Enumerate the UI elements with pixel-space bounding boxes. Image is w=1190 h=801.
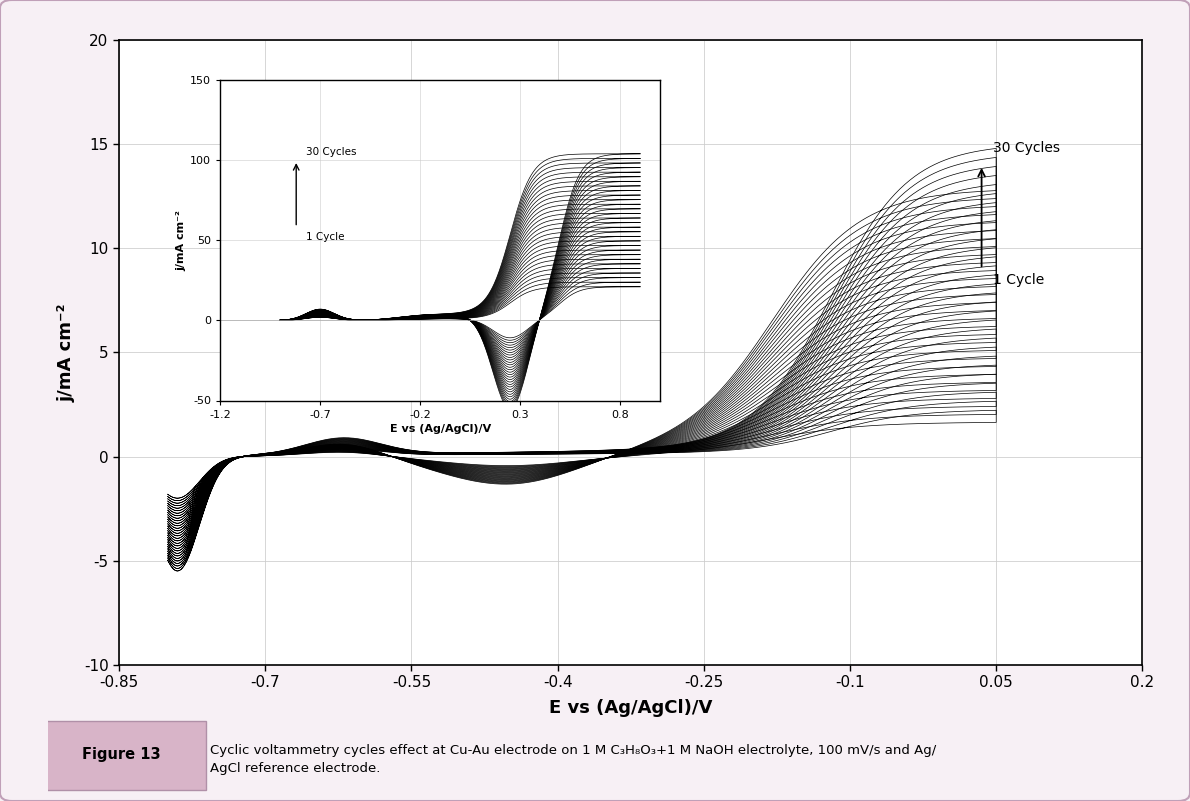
Text: 1 Cycle: 1 Cycle <box>994 273 1045 288</box>
Y-axis label: j/mA cm⁻²: j/mA cm⁻² <box>57 304 75 401</box>
Text: 30 Cycles: 30 Cycles <box>306 147 357 157</box>
X-axis label: E vs (Ag/AgCl)/V: E vs (Ag/AgCl)/V <box>549 698 713 717</box>
Y-axis label: j/mA cm⁻²: j/mA cm⁻² <box>176 210 186 271</box>
X-axis label: E vs (Ag/AgCl)/V: E vs (Ag/AgCl)/V <box>389 424 491 433</box>
Text: Cyclic voltammetry cycles effect at Cu-Au electrode on 1 M C₃H₈O₃+1 M NaOH elect: Cyclic voltammetry cycles effect at Cu-A… <box>209 743 935 775</box>
FancyBboxPatch shape <box>37 722 206 790</box>
Text: Figure 13: Figure 13 <box>82 747 161 763</box>
Text: 1 Cycle: 1 Cycle <box>306 232 345 242</box>
Text: 30 Cycles: 30 Cycles <box>994 141 1060 155</box>
